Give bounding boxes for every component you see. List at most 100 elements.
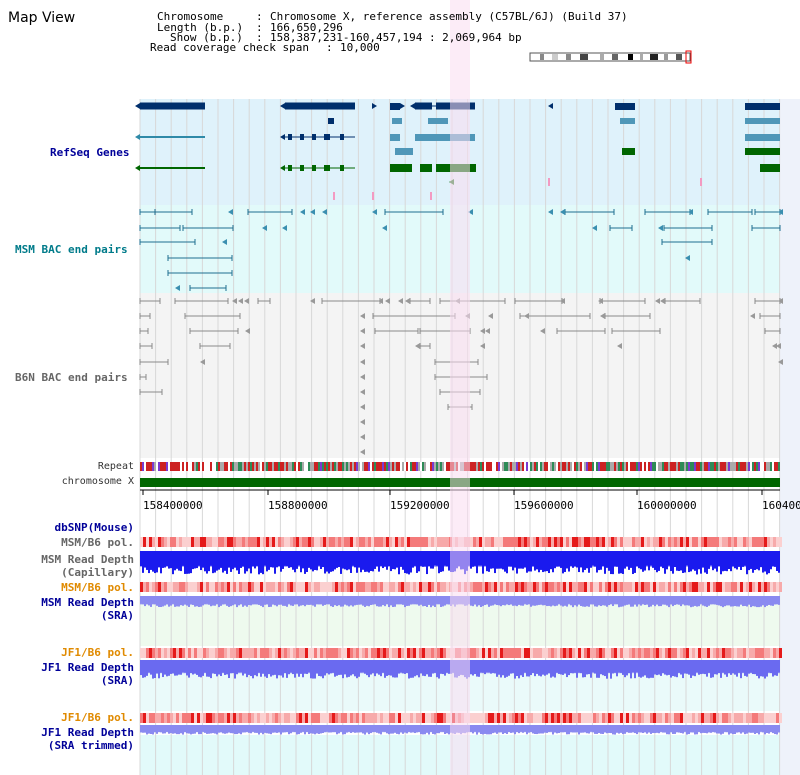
depth-mark [212, 596, 214, 606]
repeat-mark [228, 462, 230, 471]
repeat-mark [416, 462, 418, 471]
polymorphism-mark [398, 713, 401, 723]
repeat-mark [360, 462, 362, 471]
feature-arrow [600, 313, 605, 319]
track-label-jf1-read-depth-sra[interactable]: JF1 Read Depth [41, 661, 134, 674]
polymorphism-mark [311, 648, 314, 658]
gene-exon [390, 164, 412, 172]
depth-mark [598, 596, 600, 606]
polymorphism-mark [761, 582, 764, 592]
polymorphism-mark [686, 713, 689, 723]
polymorphism-mark [680, 537, 683, 547]
polymorphism-mark [146, 537, 149, 547]
track-label-msm-bac[interactable]: MSM BAC end pairs [15, 243, 128, 256]
polymorphism-mark [764, 582, 767, 592]
feature-arrow [222, 239, 227, 245]
depth-mark [658, 596, 660, 607]
polymorphism-mark [548, 648, 551, 658]
track-label-refseq[interactable]: RefSeq Genes [50, 146, 130, 159]
depth-mark [442, 551, 444, 572]
depth-mark [252, 660, 254, 679]
polymorphism-mark [755, 537, 758, 547]
polymorphism-mark [401, 648, 404, 658]
polymorphism-mark [311, 713, 314, 723]
repeat-mark [380, 462, 382, 471]
depth-mark [620, 596, 622, 607]
depth-mark [304, 551, 306, 574]
depth-mark [520, 551, 522, 569]
depth-mark [640, 660, 642, 678]
polymorphism-mark [596, 582, 599, 592]
track-label-msm-b6-pol-sra[interactable]: MSM/B6 pol. [61, 581, 134, 594]
repeat-mark [180, 462, 182, 471]
repeat-mark [472, 462, 474, 471]
depth-mark [248, 551, 250, 569]
depth-mark [342, 725, 344, 735]
feature-arrow [560, 298, 565, 304]
depth-mark [512, 551, 514, 571]
depth-mark [302, 725, 304, 732]
track-label-msm-read-depth-sra[interactable]: MSM Read Depth [41, 596, 134, 609]
feature-arrow [778, 298, 783, 304]
polymorphism-mark [344, 537, 347, 547]
depth-mark [718, 551, 720, 567]
repeat-mark [412, 462, 414, 471]
track-label-msm-b6-pol[interactable]: MSM/B6 pol. [61, 536, 134, 549]
polymorphism-mark [677, 713, 680, 723]
depth-mark [342, 660, 344, 679]
depth-mark [746, 660, 748, 677]
feature-arrow [772, 343, 777, 349]
depth-mark [414, 596, 416, 604]
repeat-mark [308, 462, 310, 471]
gene-exon [420, 164, 432, 172]
depth-mark [306, 551, 308, 572]
depth-mark [700, 596, 702, 604]
track-label-b6n-bac[interactable]: B6N BAC end pairs [15, 371, 128, 384]
depth-mark [244, 660, 246, 674]
polymorphism-mark [419, 648, 422, 658]
depth-mark [354, 596, 356, 606]
depth-mark [646, 596, 648, 605]
polymorphism-mark [683, 537, 686, 547]
depth-mark [322, 725, 324, 733]
repeat-mark [252, 462, 254, 471]
depth-mark [552, 551, 554, 573]
polymorphism-mark [413, 648, 416, 658]
track-label-jf1-b6-pol[interactable]: JF1/B6 pol. [61, 646, 134, 659]
repeat-mark [146, 462, 148, 471]
track-label-jf1-read-depth-trimmed[interactable]: JF1 Read Depth [41, 726, 134, 739]
depth-mark [194, 551, 196, 569]
repeat-mark [260, 462, 262, 471]
polymorphism-mark [734, 713, 737, 723]
polymorphism-mark [200, 582, 203, 592]
depth-mark [770, 551, 772, 570]
depth-mark [332, 725, 334, 733]
track-label-msm-read-depth-capillary[interactable]: MSM Read Depth [41, 553, 134, 566]
polymorphism-mark [188, 648, 191, 658]
polymorphism-mark [509, 537, 512, 547]
depth-mark [422, 660, 424, 676]
polymorphism-mark [476, 582, 479, 592]
polymorphism-mark [149, 582, 152, 592]
depth-mark [494, 725, 496, 733]
depth-mark [262, 551, 264, 575]
depth-mark [664, 660, 666, 675]
depth-mark [288, 725, 290, 735]
depth-mark [362, 596, 364, 606]
repeat-mark [628, 462, 630, 471]
repeat-mark [498, 462, 500, 471]
repeat-mark [372, 462, 374, 471]
depth-mark [300, 660, 302, 674]
feature-arrow [480, 343, 485, 349]
depth-mark [626, 660, 628, 676]
track-label-dbsnp[interactable]: dbSNP(Mouse) [54, 521, 134, 534]
depth-mark [390, 596, 392, 606]
depth-mark [774, 725, 776, 735]
feature-arrow [360, 313, 365, 319]
polymorphism-mark [686, 648, 689, 658]
depth-mark [316, 596, 318, 605]
depth-mark [514, 551, 516, 568]
track-label-jf1-b6-pol-2[interactable]: JF1/B6 pol. [61, 711, 134, 724]
repeat-mark [406, 462, 408, 471]
